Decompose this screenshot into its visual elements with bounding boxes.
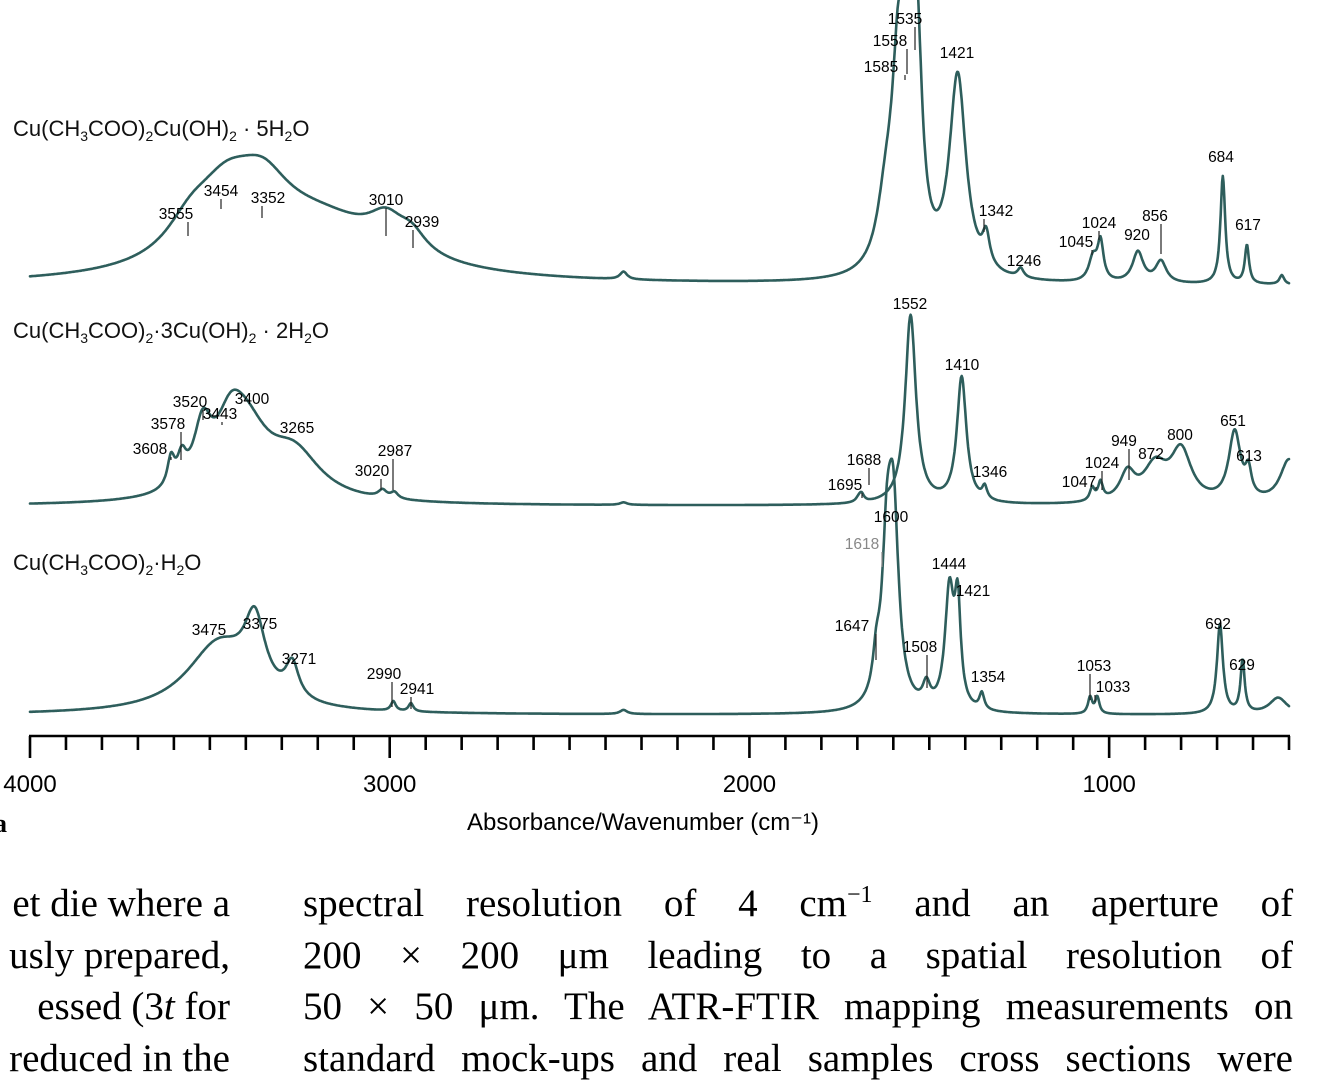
peak-label: 3475 — [192, 622, 226, 639]
word: aperture — [1091, 882, 1219, 925]
peak-label: 1585 — [864, 59, 898, 76]
peak-label: 3578 — [151, 416, 185, 433]
peak-label: 1246 — [1007, 253, 1041, 270]
panel-label: a — [0, 809, 7, 838]
peak-label: 1354 — [971, 669, 1006, 686]
peak-label: 1421 — [940, 45, 974, 62]
x-tick-label: 3000 — [363, 771, 416, 798]
right-line-2: 200 × 200 μm leading to a spatial resolu… — [303, 930, 1293, 982]
peak-label: 1346 — [973, 464, 1007, 481]
word: resolution — [466, 882, 622, 925]
x-axis-label: Absorbance/Wavenumber (cm⁻¹) — [467, 809, 819, 836]
peak-label: 3352 — [251, 190, 285, 207]
right-line-3: 50 × 50 μm. The ATR-FTIR mapping measure… — [303, 981, 1293, 1033]
word: leading — [647, 934, 762, 977]
peak-label: 3400 — [235, 391, 270, 408]
peak-label: 1508 — [903, 639, 937, 656]
peak-label: 3265 — [280, 420, 314, 437]
peak-label: 2990 — [367, 666, 402, 683]
peak-label: 3020 — [355, 463, 390, 480]
left-line-2: usly prepared, — [0, 930, 230, 982]
peak-label: 1552 — [893, 296, 927, 313]
peak-label: 1053 — [1077, 658, 1111, 675]
peak-label: 2941 — [400, 681, 434, 698]
peak-label: 2987 — [378, 443, 412, 460]
word: of — [1261, 934, 1294, 977]
left-line-3: essed (3t for — [0, 981, 230, 1033]
peak-label: 949 — [1111, 433, 1137, 450]
word: an — [1012, 882, 1049, 925]
peak-label: 1033 — [1096, 679, 1130, 696]
peak-label: 1421 — [956, 583, 990, 600]
peak-label: 651 — [1220, 413, 1246, 430]
word: spectral — [303, 882, 424, 925]
word: and — [914, 882, 970, 925]
peak-label: 3555 — [159, 206, 193, 223]
peak-label: 3454 — [204, 183, 239, 200]
spectrum-line-3 — [30, 459, 1289, 714]
spectra-group — [30, 0, 1289, 714]
word: 4 cm−1 — [738, 882, 872, 925]
left-line-4: reduced in the — [0, 1033, 230, 1084]
x-tick-label: 1000 — [1082, 771, 1135, 798]
x-axis-label-text: Absorbance/Wavenumber (cm⁻¹) — [467, 809, 819, 836]
peak-label: 1047 — [1062, 474, 1096, 491]
peak-label: 800 — [1167, 427, 1193, 444]
peak-label: 3375 — [243, 616, 277, 633]
word: resolution — [1066, 934, 1222, 977]
peak-label: 1024 — [1082, 215, 1117, 232]
x-tick-label: 4000 — [3, 771, 56, 798]
series-titles-group: Cu(CH3COO)2Cu(OH)2 · 5H2O Cu(CH3COO)2·3Cu… — [13, 116, 329, 578]
peak-label: 3608 — [133, 441, 167, 458]
series-title-1: Cu(CH3COO)2Cu(OH)2 · 5H2O — [13, 116, 309, 144]
peak-label: 1410 — [945, 357, 980, 374]
peak-label: 1535 — [888, 11, 922, 28]
right-line-1: spectral resolution of 4 cm−1 and an ape… — [303, 878, 1293, 930]
peak-label: 1558 — [873, 33, 907, 50]
series-title-2: Cu(CH3COO)2·3Cu(OH)2 · 2H2O — [13, 318, 329, 346]
peak-label: 1342 — [979, 203, 1013, 220]
peak-label: 617 — [1235, 217, 1261, 234]
peak-label: 692 — [1205, 616, 1231, 633]
left-line-3-text: essed (3t for — [37, 985, 230, 1028]
spectrum-line-1 — [30, 0, 1289, 283]
word: spatial — [926, 934, 1028, 977]
word: 200 × 200 μm — [303, 934, 609, 977]
peak-label: 3271 — [282, 651, 316, 668]
peak-label: 1618 — [845, 536, 879, 553]
left-text-column: et die where a usly prepared, essed (3t … — [0, 878, 230, 1084]
left-line-1: et die where a — [0, 878, 230, 930]
peak-label: 3443 — [203, 406, 237, 423]
peak-label: 872 — [1138, 446, 1164, 463]
peak-label: 1045 — [1059, 234, 1093, 251]
peak-label: 629 — [1229, 657, 1255, 674]
right-text-column: spectral resolution of 4 cm−1 and an ape… — [303, 878, 1293, 1084]
peak-label: 1444 — [932, 556, 967, 573]
peak-label: 3010 — [369, 192, 404, 209]
series-title-3: Cu(CH3COO)2·H2O — [13, 550, 201, 578]
peak-label: 856 — [1142, 208, 1168, 225]
word: to — [801, 934, 831, 977]
x-axis: 4000 3000 2000 1000 — [3, 736, 1290, 798]
peak-label: 1647 — [835, 618, 869, 635]
peak-label: 920 — [1124, 227, 1150, 244]
peak-label: 1688 — [847, 452, 881, 469]
peak-label: 1695 — [828, 477, 862, 494]
peak-label: 1600 — [874, 509, 909, 526]
peak-label: 613 — [1236, 448, 1262, 465]
word: of — [1261, 882, 1294, 925]
x-tick-label: 2000 — [723, 771, 776, 798]
peak-label: 2939 — [405, 214, 439, 231]
word: a — [870, 934, 887, 977]
right-line-4: standard mock-ups and real samples cross… — [303, 1033, 1293, 1084]
word: of — [664, 882, 697, 925]
peak-label: 684 — [1208, 149, 1234, 166]
peak-label: 1024 — [1085, 455, 1120, 472]
